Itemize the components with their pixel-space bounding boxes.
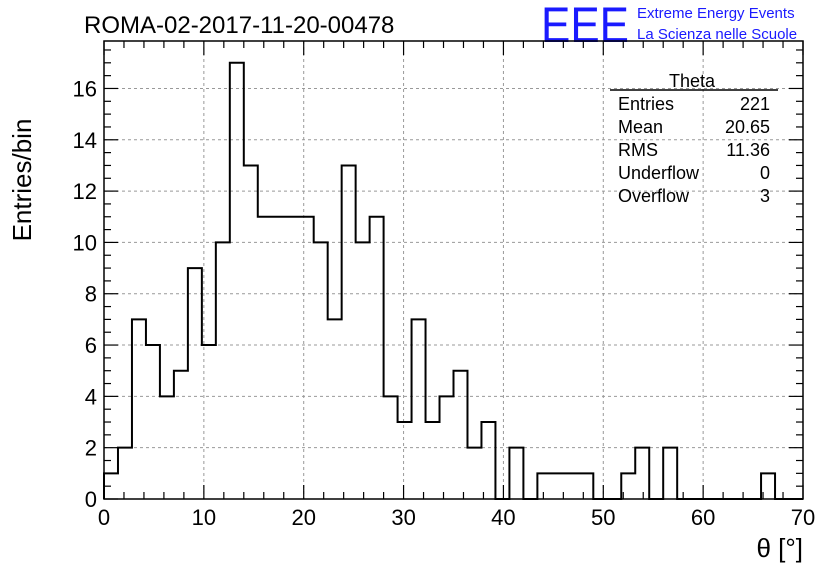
histogram-bin <box>384 396 398 499</box>
histogram-bin <box>342 165 356 499</box>
histogram-bin <box>454 371 468 499</box>
x-tick-label: 50 <box>591 505 615 530</box>
x-tick-label: 30 <box>391 505 415 530</box>
axis-ticks <box>103 41 804 500</box>
stats-row-value: 20.65 <box>725 117 770 137</box>
stats-row-label: RMS <box>618 140 658 160</box>
stats-row-label: Mean <box>618 117 663 137</box>
y-tick-label: 12 <box>73 179 97 204</box>
logo-mark: EEE <box>541 0 629 53</box>
stats-row-value: 221 <box>740 94 770 114</box>
histogram-bin <box>328 319 342 499</box>
histogram-bin <box>537 473 551 499</box>
chart-title: ROMA-02-2017-11-20-00478 <box>84 12 394 39</box>
y-tick-label: 16 <box>73 76 97 101</box>
histogram-bin <box>188 268 202 499</box>
stats-row-value: 0 <box>760 163 770 183</box>
histogram-bin <box>272 217 286 499</box>
y-axis-label: Entries/bin <box>7 119 37 242</box>
histogram-bin <box>286 217 300 499</box>
x-tick-label: 60 <box>691 505 715 530</box>
histogram-bin <box>579 473 593 499</box>
histogram-bin <box>216 242 230 499</box>
histogram-bars <box>103 61 803 500</box>
x-tick-label: 70 <box>791 505 815 530</box>
histogram-bin <box>663 448 677 499</box>
histogram-bin <box>467 448 481 499</box>
histogram-bin <box>146 345 160 499</box>
x-tick-label: 10 <box>192 505 216 530</box>
logo-line-2: La Scienza nelle Scuole <box>637 26 797 43</box>
x-tick-label: 0 <box>98 505 110 530</box>
histogram-bin <box>412 319 426 499</box>
histogram-bin <box>426 422 440 499</box>
histogram-bin <box>565 473 579 499</box>
histogram-bin <box>370 217 384 499</box>
y-tick-label: 6 <box>85 333 97 358</box>
stats-row-label: Overflow <box>618 186 690 206</box>
histogram-bin <box>314 242 328 499</box>
x-tick-label: 20 <box>291 505 315 530</box>
histogram-bin <box>481 422 495 499</box>
stats-box-title: Theta <box>669 71 716 91</box>
stats-rows: Entries 221 Mean 20.65 RMS 11.36 Underflow 0 Ove… <box>618 94 770 206</box>
grid <box>104 41 803 499</box>
y-tick-label: 4 <box>85 384 97 409</box>
histogram-bin <box>398 422 412 499</box>
stats-row-label: Underflow <box>618 163 700 183</box>
eee-logo: EEE Extreme Energy Events La Scienza nel… <box>541 0 797 53</box>
histogram-bin <box>509 448 523 499</box>
y-tick-label: 14 <box>73 128 97 153</box>
histogram-bin <box>258 217 272 499</box>
plot-frame <box>103 40 804 500</box>
x-axis-label: θ [°] <box>756 533 803 563</box>
histogram-bin <box>230 63 244 499</box>
histogram-bin <box>635 448 649 499</box>
x-tick-label: 40 <box>491 505 515 530</box>
x-tick-labels: 0 10 20 30 40 50 60 70 <box>98 505 815 530</box>
stats-row-value: 11.36 <box>726 140 770 160</box>
frame-rect <box>103 40 804 500</box>
histogram-bin <box>244 165 258 499</box>
logo-line-1: Extreme Energy Events <box>637 5 795 22</box>
y-tick-label: 0 <box>85 487 97 512</box>
stats-row-label: Entries <box>618 94 674 114</box>
y-tick-label: 10 <box>73 230 97 255</box>
histogram-bin <box>174 371 188 499</box>
histogram-bin <box>118 448 132 499</box>
histogram-bin <box>300 217 314 499</box>
histogram-outline <box>103 61 803 500</box>
stats-box: Theta Entries 221 Mean 20.65 RMS 11.36 Underfl… <box>610 71 778 206</box>
stats-row-value: 3 <box>760 186 770 206</box>
histogram-bin <box>356 242 370 499</box>
y-tick-labels: 0 2 4 6 8 10 12 14 16 <box>73 76 97 512</box>
histogram-bin <box>132 319 146 499</box>
y-tick-label: 8 <box>85 282 97 307</box>
y-tick-label: 2 <box>85 436 97 461</box>
